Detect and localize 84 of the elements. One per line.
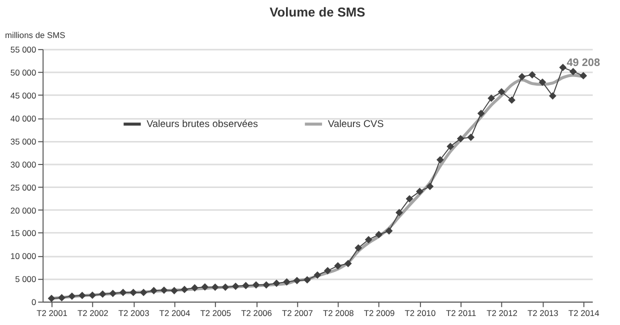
y-tick-label: 0 <box>31 297 36 308</box>
point <box>130 288 137 296</box>
point <box>416 188 424 195</box>
point <box>140 288 148 296</box>
point <box>170 287 178 294</box>
y-tick-label: 5 000 <box>15 274 36 284</box>
point <box>293 277 300 284</box>
point <box>385 227 393 234</box>
y-tick-label: 20 000 <box>10 205 36 216</box>
annotation: 49 208 <box>566 56 600 69</box>
point <box>396 209 403 216</box>
point <box>580 72 587 80</box>
x-tick-label: T2 2002 <box>77 308 109 318</box>
x-tick-label: T2 2014 <box>568 308 600 318</box>
x-tick-label: T2 2003 <box>118 308 150 318</box>
point <box>354 244 362 252</box>
point <box>324 267 332 274</box>
point <box>426 182 434 190</box>
point <box>508 96 516 104</box>
point <box>304 276 311 284</box>
point <box>467 134 474 141</box>
y-tick-label: 15 000 <box>10 228 36 238</box>
y-axis-title: millions de SMS <box>4 30 66 40</box>
point <box>99 290 106 298</box>
y-tick-label: 25 000 <box>10 182 36 192</box>
point <box>570 68 577 76</box>
point <box>498 88 506 96</box>
point <box>68 292 76 300</box>
point <box>58 294 66 302</box>
legend-label: Valeurs brutes observées <box>146 119 258 130</box>
point <box>375 231 382 238</box>
point <box>528 71 536 78</box>
point <box>150 287 158 294</box>
point <box>252 281 260 288</box>
x-tick-label: T2 2004 <box>159 308 190 318</box>
point <box>365 236 372 244</box>
point <box>262 281 270 288</box>
point <box>406 195 414 202</box>
point <box>344 260 352 268</box>
point <box>538 78 546 86</box>
x-tick-label: T2 2009 <box>364 308 396 318</box>
point <box>488 94 495 102</box>
x-tick-label: T2 2011 <box>446 308 477 318</box>
chart-title: Volume de SMS <box>270 4 366 20</box>
point <box>191 284 198 292</box>
y-tick-label: 50 000 <box>10 68 36 78</box>
point <box>478 110 485 117</box>
point <box>457 135 464 142</box>
point <box>180 286 188 294</box>
point <box>549 92 556 100</box>
point <box>222 284 229 291</box>
point <box>518 73 526 80</box>
y-tick-label: 45 000 <box>10 90 36 100</box>
y-tick-label: 40 000 <box>10 113 36 124</box>
point <box>446 142 454 150</box>
x-tick-label: T2 2001 <box>36 308 68 318</box>
x-tick-label: T2 2006 <box>241 308 272 318</box>
point <box>283 278 290 286</box>
point <box>120 288 127 296</box>
point <box>436 156 444 164</box>
point <box>559 64 566 71</box>
point <box>212 284 219 291</box>
point <box>272 280 280 287</box>
x-tick-label: T2 2005 <box>200 308 232 318</box>
x-tick-label: T2 2010 <box>404 308 436 318</box>
point <box>109 290 116 297</box>
x-tick-label: T2 2013 <box>528 308 559 318</box>
point <box>160 286 168 294</box>
point <box>48 294 56 302</box>
y-tick-label: 35 000 <box>10 136 36 146</box>
y-tick-label: 10 000 <box>10 251 36 262</box>
x-tick-label: T2 2007 <box>282 308 314 318</box>
point <box>242 282 250 290</box>
point <box>201 283 208 290</box>
x-tick-label: T2 2012 <box>486 308 518 318</box>
legend-label: Valeurs CVS <box>328 119 384 130</box>
point <box>78 292 86 299</box>
point <box>334 262 342 270</box>
point <box>314 271 321 279</box>
y-tick-label: 30 000 <box>10 159 36 170</box>
point <box>88 292 96 299</box>
x-tick-label: T2 2008 <box>322 308 354 318</box>
point <box>232 282 240 290</box>
y-tick-label: 55 000 <box>10 44 36 55</box>
